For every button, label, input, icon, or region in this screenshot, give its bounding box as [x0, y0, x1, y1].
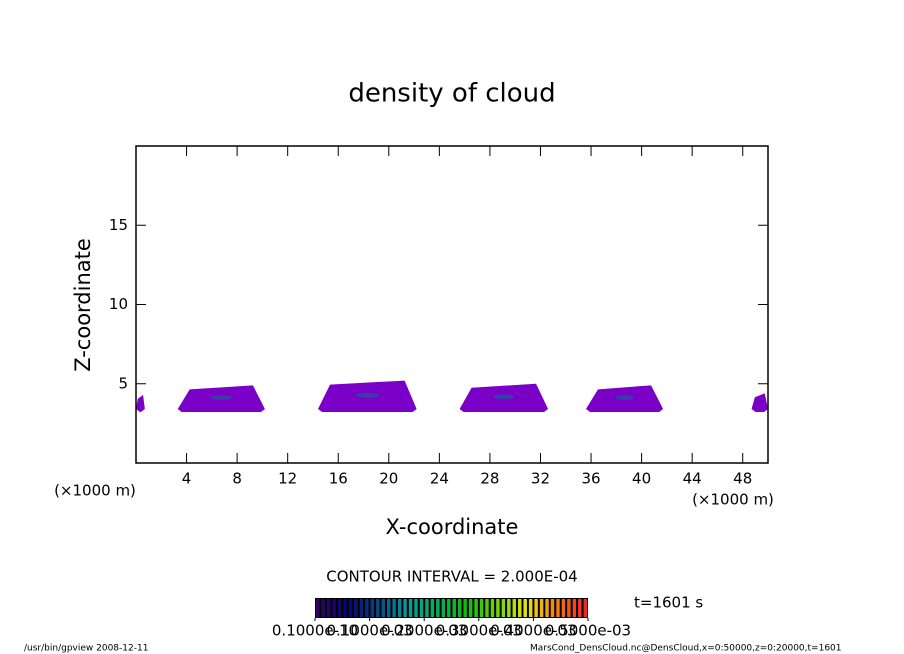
colorbar-stripe [359, 599, 364, 617]
colorbar-tick-label: 0.1000e-10 [272, 622, 358, 640]
colorbar-stripe [403, 599, 407, 617]
cloud-core [210, 395, 232, 401]
colorbar-tick-label: 0.2000e-03 [381, 622, 467, 640]
colorbar-stripe [452, 599, 456, 617]
colorbar-stripe [419, 599, 424, 617]
colorbar-stripe [441, 599, 446, 617]
x-tick-label: 28 [480, 470, 499, 488]
x-tick-label: 20 [379, 470, 398, 488]
colorbar-stripe [474, 599, 478, 617]
colorbar-stripe [414, 599, 418, 617]
plot-frame [135, 145, 769, 464]
y-tick-label: 5 [118, 374, 128, 392]
colorbar-stripe [545, 599, 549, 617]
colorbar-stripe [528, 599, 533, 617]
colorbar-stripe [392, 599, 396, 617]
time-label: t=1601 s [634, 594, 703, 612]
cloud-core [355, 392, 380, 398]
colorbar-stripe [485, 599, 489, 617]
colorbar-stripe [463, 599, 467, 617]
colorbar-stripe [556, 599, 560, 617]
x-tick-label: 16 [329, 470, 348, 488]
x-unit: (×1000 m) [692, 491, 774, 509]
cloud-core [493, 394, 515, 400]
colorbar-stripe [550, 599, 555, 617]
colorbar-stripe [337, 599, 342, 617]
footer-right: MarsCond_DensCloud.nc@DensCloud,x=0:5000… [530, 644, 842, 654]
colorbar-stripe [561, 599, 566, 617]
colorbar-stripe [397, 599, 402, 617]
x-tick-label: 48 [733, 470, 752, 488]
x-tick-label: 36 [581, 470, 600, 488]
y-unit: (×1000 m) [54, 482, 136, 500]
x-tick-label: 24 [430, 470, 449, 488]
colorbar-tick-label: 0.5000e-03 [545, 622, 631, 640]
colorbar-stripe [501, 599, 506, 617]
colorbar-stripe [343, 599, 347, 617]
x-tick-label: 40 [632, 470, 651, 488]
colorbar-stripe [332, 599, 336, 617]
colorbar-stripe [567, 599, 571, 617]
colorbar-stripe [370, 599, 375, 617]
colorbar-stripe [468, 599, 473, 617]
footer-left: /usr/bin/gpview 2008-12-11 [24, 644, 148, 654]
x-tick-label: 4 [182, 470, 192, 488]
colorbar-stripe [490, 599, 495, 617]
colorbar-stripe [534, 599, 538, 617]
colorbar-stripe [354, 599, 358, 617]
colorbar-stripe [316, 599, 320, 617]
cloud [136, 394, 145, 412]
colorbar-stripe [496, 599, 500, 617]
chart-title: density of cloud [348, 79, 555, 109]
colorbar-stripe [539, 599, 544, 617]
colorbar-stripe [572, 599, 577, 617]
colorbar-tick-label: 0.4000e-03 [490, 622, 576, 640]
x-tick-label: 32 [531, 470, 550, 488]
colorbar-stripe [321, 599, 325, 617]
colorbar-stripe [479, 599, 484, 617]
colorbar-stripe [348, 599, 353, 617]
x-axis-label: X-coordinate [386, 515, 519, 539]
colorbar-stripe [386, 599, 391, 617]
colorbar-stripe [578, 599, 582, 617]
colorbar-stripe [447, 599, 451, 617]
colorbar-tick-label: 0.1000e-03 [326, 622, 412, 640]
colorbar-stripe [408, 599, 413, 617]
x-tick-label: 8 [232, 470, 242, 488]
cloud [751, 393, 768, 412]
colorbar-stripe [326, 599, 331, 617]
colorbar-stripe [436, 599, 440, 617]
colorbar-stripe [365, 599, 369, 617]
colorbar-stripe [430, 599, 435, 617]
colorbar-stripe [376, 599, 380, 617]
colorbar-stripe [518, 599, 522, 617]
contour-interval: CONTOUR INTERVAL = 2.000E-04 [326, 568, 577, 586]
y-tick-label: 10 [109, 295, 128, 313]
colorbar-stripe [425, 599, 429, 617]
colorbar-stripe [512, 599, 517, 617]
x-tick-label: 12 [278, 470, 297, 488]
cloud-core [615, 395, 634, 401]
colorbar-stripe [457, 599, 462, 617]
x-tick-label: 44 [683, 470, 702, 488]
y-axis-label: Z-coordinate [71, 238, 95, 372]
colorbar-stripe [583, 599, 587, 617]
colorbar-tick-label: 0.3000e-03 [436, 622, 522, 640]
colorbar-stripe [381, 599, 385, 617]
y-tick-label: 15 [109, 216, 128, 234]
colorbar-stripe [523, 599, 527, 617]
colorbar-stripe [507, 599, 511, 617]
